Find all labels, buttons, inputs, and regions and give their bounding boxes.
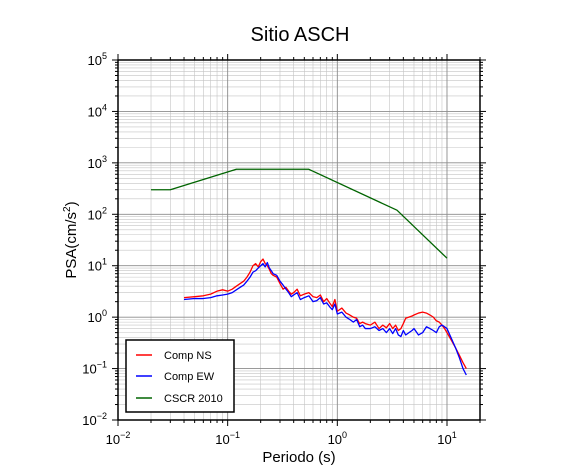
y-tick-label: 10−2 [82,411,107,428]
series-layer [151,168,467,376]
series-line-comp-ew [183,261,467,376]
x-tick-label: 100 [328,430,347,447]
y-tick-label: 100 [88,308,107,325]
y-tick-label: 104 [88,102,107,119]
y-tick-label: 10−1 [82,360,107,377]
y-tick-label: 105 [88,51,107,68]
x-tick-label: 101 [437,430,456,447]
legend-label-ew: Comp EW [164,371,215,383]
y-axis-label: PSA(cm/s2) [62,201,80,278]
chart-title: Sitio ASCH [251,24,350,46]
y-axis-ticks: 10−2 10−1 100 101 102 103 104 105 [82,51,486,428]
plot-frame [117,59,481,421]
legend-label-ns: Comp NS [164,350,212,362]
legend-label-cscr: CSCR 2010 [164,393,223,405]
legend: Comp NS Comp EW CSCR 2010 [125,339,235,413]
x-tick-label: 10−1 [215,430,240,447]
minor-grid [118,60,481,420]
y-tick-label: 103 [88,154,107,171]
x-tick-label: 10−2 [106,430,131,447]
series-line-comp-ns [183,258,467,369]
x-axis-label: Periodo (s) [262,449,335,466]
y-tick-label: 101 [88,257,107,274]
y-tick-label: 102 [88,205,107,222]
x-axis-ticks: 10−2 10−1 100 101 [106,54,481,447]
series-line-cscr-2010 [151,168,448,259]
